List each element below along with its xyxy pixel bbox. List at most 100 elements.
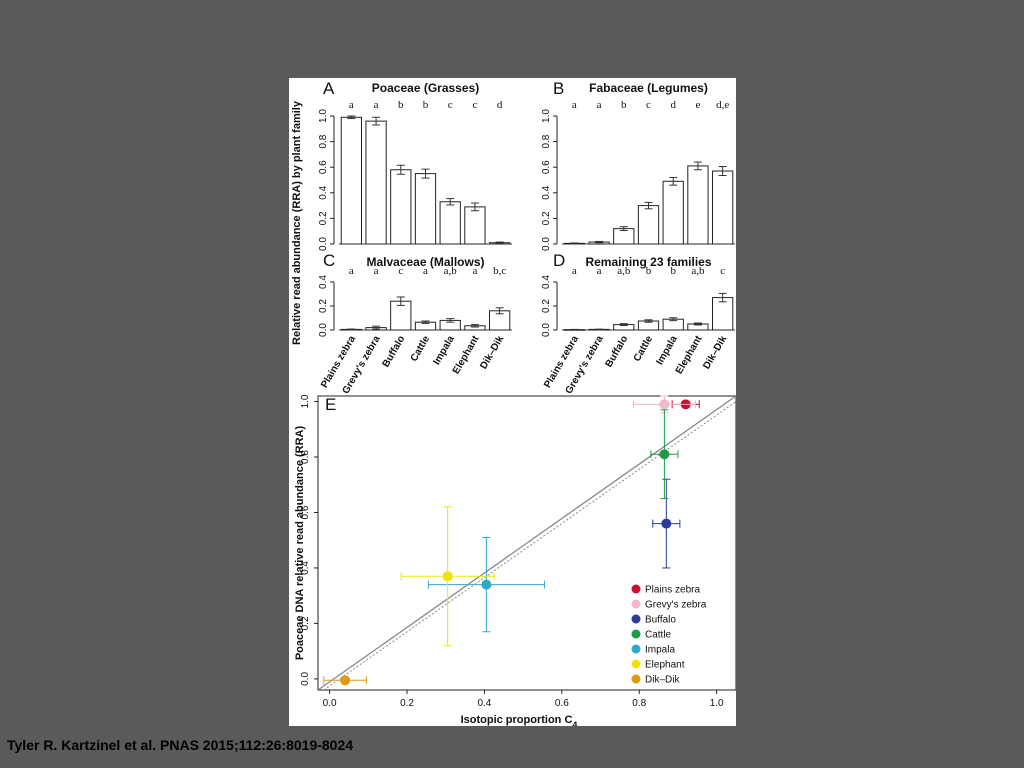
legend-E: Plains zebra Grevy's zebra Buffalo Cattle Im… xyxy=(631,584,707,686)
data-point xyxy=(481,579,492,590)
significance-letter-B: d,e xyxy=(716,99,729,111)
significance-letter-B: c xyxy=(646,99,651,111)
significance-letter-A: a xyxy=(374,99,379,111)
legend-label: Grevy's zebra xyxy=(645,600,707,611)
y-tick-label-A: 0.4 xyxy=(318,185,329,199)
x-tick-label-E: 0.2 xyxy=(400,698,414,709)
significance-letter-B: a xyxy=(572,99,577,111)
significance-letter-B: a xyxy=(597,99,602,111)
y-tick-label-B: 1.0 xyxy=(541,109,552,123)
legend-marker xyxy=(631,644,641,654)
significance-letter-D: a xyxy=(572,265,577,277)
bar-B xyxy=(687,165,709,245)
significance-letter-A: b xyxy=(423,99,429,111)
category-label-D: Dik–Dik xyxy=(701,334,729,372)
y-tick-label-D: 0.4 xyxy=(541,275,552,289)
significance-letter-A: c xyxy=(472,99,477,111)
bar-B xyxy=(712,170,734,245)
figure-svg: Relative read abundance (RRA) by plant f… xyxy=(291,79,737,730)
bar-B xyxy=(637,205,660,245)
y-tick-label-D: 0.0 xyxy=(541,323,552,337)
panel-letter-B: B xyxy=(553,79,564,98)
bar-D xyxy=(712,297,734,331)
data-point xyxy=(659,399,670,410)
legend-marker xyxy=(631,614,641,624)
significance-letter-A: c xyxy=(448,99,453,111)
x-tick-label-E: 0.0 xyxy=(323,698,337,709)
data-point xyxy=(661,518,672,529)
legend-label: Impala xyxy=(645,645,675,656)
y-tick-label-A: 0.2 xyxy=(318,211,329,225)
legend-marker xyxy=(631,659,641,669)
significance-letter-A: b xyxy=(398,99,404,111)
y-tick-label-C: 0.0 xyxy=(318,323,329,337)
y-tick-label-A: 0.0 xyxy=(318,237,329,251)
y-tick-label-A: 0.8 xyxy=(318,134,329,148)
panel-E: E 0.0 0.2 0.4 0.6 0.8 1.0 0.0 0.2 0.4 0.6 0.8 1.0 Iso… xyxy=(294,394,737,730)
y-tick-label-E: 0.4 xyxy=(300,561,311,575)
category-label-C: Buffalo xyxy=(381,334,408,369)
category-label-D: Impala xyxy=(654,334,680,367)
y-tick-label-B: 0.0 xyxy=(541,237,552,251)
panel-title-C: Malvaceae (Mallows) xyxy=(366,255,484,269)
y-tick-label-E: 0.0 xyxy=(300,672,311,686)
y-tick-label-E: 0.8 xyxy=(300,450,311,464)
significance-letter-D: a xyxy=(597,265,602,277)
citation-text: Tyler R. Kartzinel et al. PNAS 2015;112:… xyxy=(7,737,354,753)
bar-A xyxy=(340,116,362,245)
x-axis-label-sub: 4 xyxy=(572,720,577,726)
significance-letter-D: c xyxy=(720,265,725,277)
fit-line-solid xyxy=(318,396,736,690)
y-tick-label-D: 0.2 xyxy=(541,299,552,313)
panel-title-B: Fabaceae (Legumes) xyxy=(589,81,708,95)
legend-marker xyxy=(631,599,641,609)
significance-letter-D: b xyxy=(646,265,652,277)
significance-letter-C: a xyxy=(374,265,379,277)
y-tick-label-C: 0.4 xyxy=(318,275,329,289)
bar-A xyxy=(414,173,437,245)
panel-title-D: Remaining 23 families xyxy=(585,255,711,269)
panel-title-A: Poaceae (Grasses) xyxy=(372,81,479,95)
significance-letter-C: a xyxy=(472,265,477,277)
legend-marker xyxy=(631,584,641,594)
category-label-D: Cattle xyxy=(632,334,656,364)
significance-letter-C: a,b xyxy=(444,265,458,277)
panel-letter-D: D xyxy=(553,251,565,270)
significance-letter-A: d xyxy=(497,99,503,111)
y-tick-label-B: 0.8 xyxy=(541,134,552,148)
data-point xyxy=(659,449,670,460)
significance-letter-C: a xyxy=(423,265,428,277)
y-tick-label-E: 1.0 xyxy=(300,394,311,408)
y-axis-label-E: Poaceae DNA relative read abundance (RRA… xyxy=(294,425,306,660)
y-tick-label-E: 0.2 xyxy=(300,616,311,630)
significance-letter-D: b xyxy=(670,265,676,277)
panel-letter-E: E xyxy=(325,395,336,414)
panel-B: B Fabaceae (Legumes) 0.0 0.2 0.4 0.6 0.8 1.0 a a b… xyxy=(541,79,735,251)
x-tick-label-E: 0.4 xyxy=(477,698,491,709)
significance-letter-C: a xyxy=(349,265,354,277)
y-tick-label-B: 0.6 xyxy=(541,160,552,174)
y-tick-label-A: 0.6 xyxy=(318,160,329,174)
bar-A xyxy=(464,206,486,245)
significance-letter-C: b,c xyxy=(493,265,506,277)
bar-A xyxy=(439,201,461,245)
significance-letter-D: a,b xyxy=(691,265,705,277)
y-tick-label-A: 1.0 xyxy=(318,109,329,123)
significance-letter-B: b xyxy=(621,99,627,111)
significance-letter-B: d xyxy=(670,99,676,111)
category-label-C: Impala xyxy=(431,334,457,367)
category-label-D: Buffalo xyxy=(604,334,631,369)
category-label-C: Cattle xyxy=(409,334,433,364)
panel-letter-A: A xyxy=(323,79,335,98)
y-tick-label-B: 0.4 xyxy=(541,185,552,199)
figure-panel: Relative read abundance (RRA) by plant f… xyxy=(289,78,737,730)
panel-letter-C: C xyxy=(323,251,335,270)
bar-B xyxy=(662,180,684,245)
legend-label: Buffalo xyxy=(645,615,676,626)
bar-y-axis-label: Relative read abundance (RRA) by plant f… xyxy=(291,100,303,345)
x-tick-label-E: 0.8 xyxy=(632,698,646,709)
significance-letter-A: a xyxy=(349,99,354,111)
x-tick-label-E: 1.0 xyxy=(710,698,724,709)
